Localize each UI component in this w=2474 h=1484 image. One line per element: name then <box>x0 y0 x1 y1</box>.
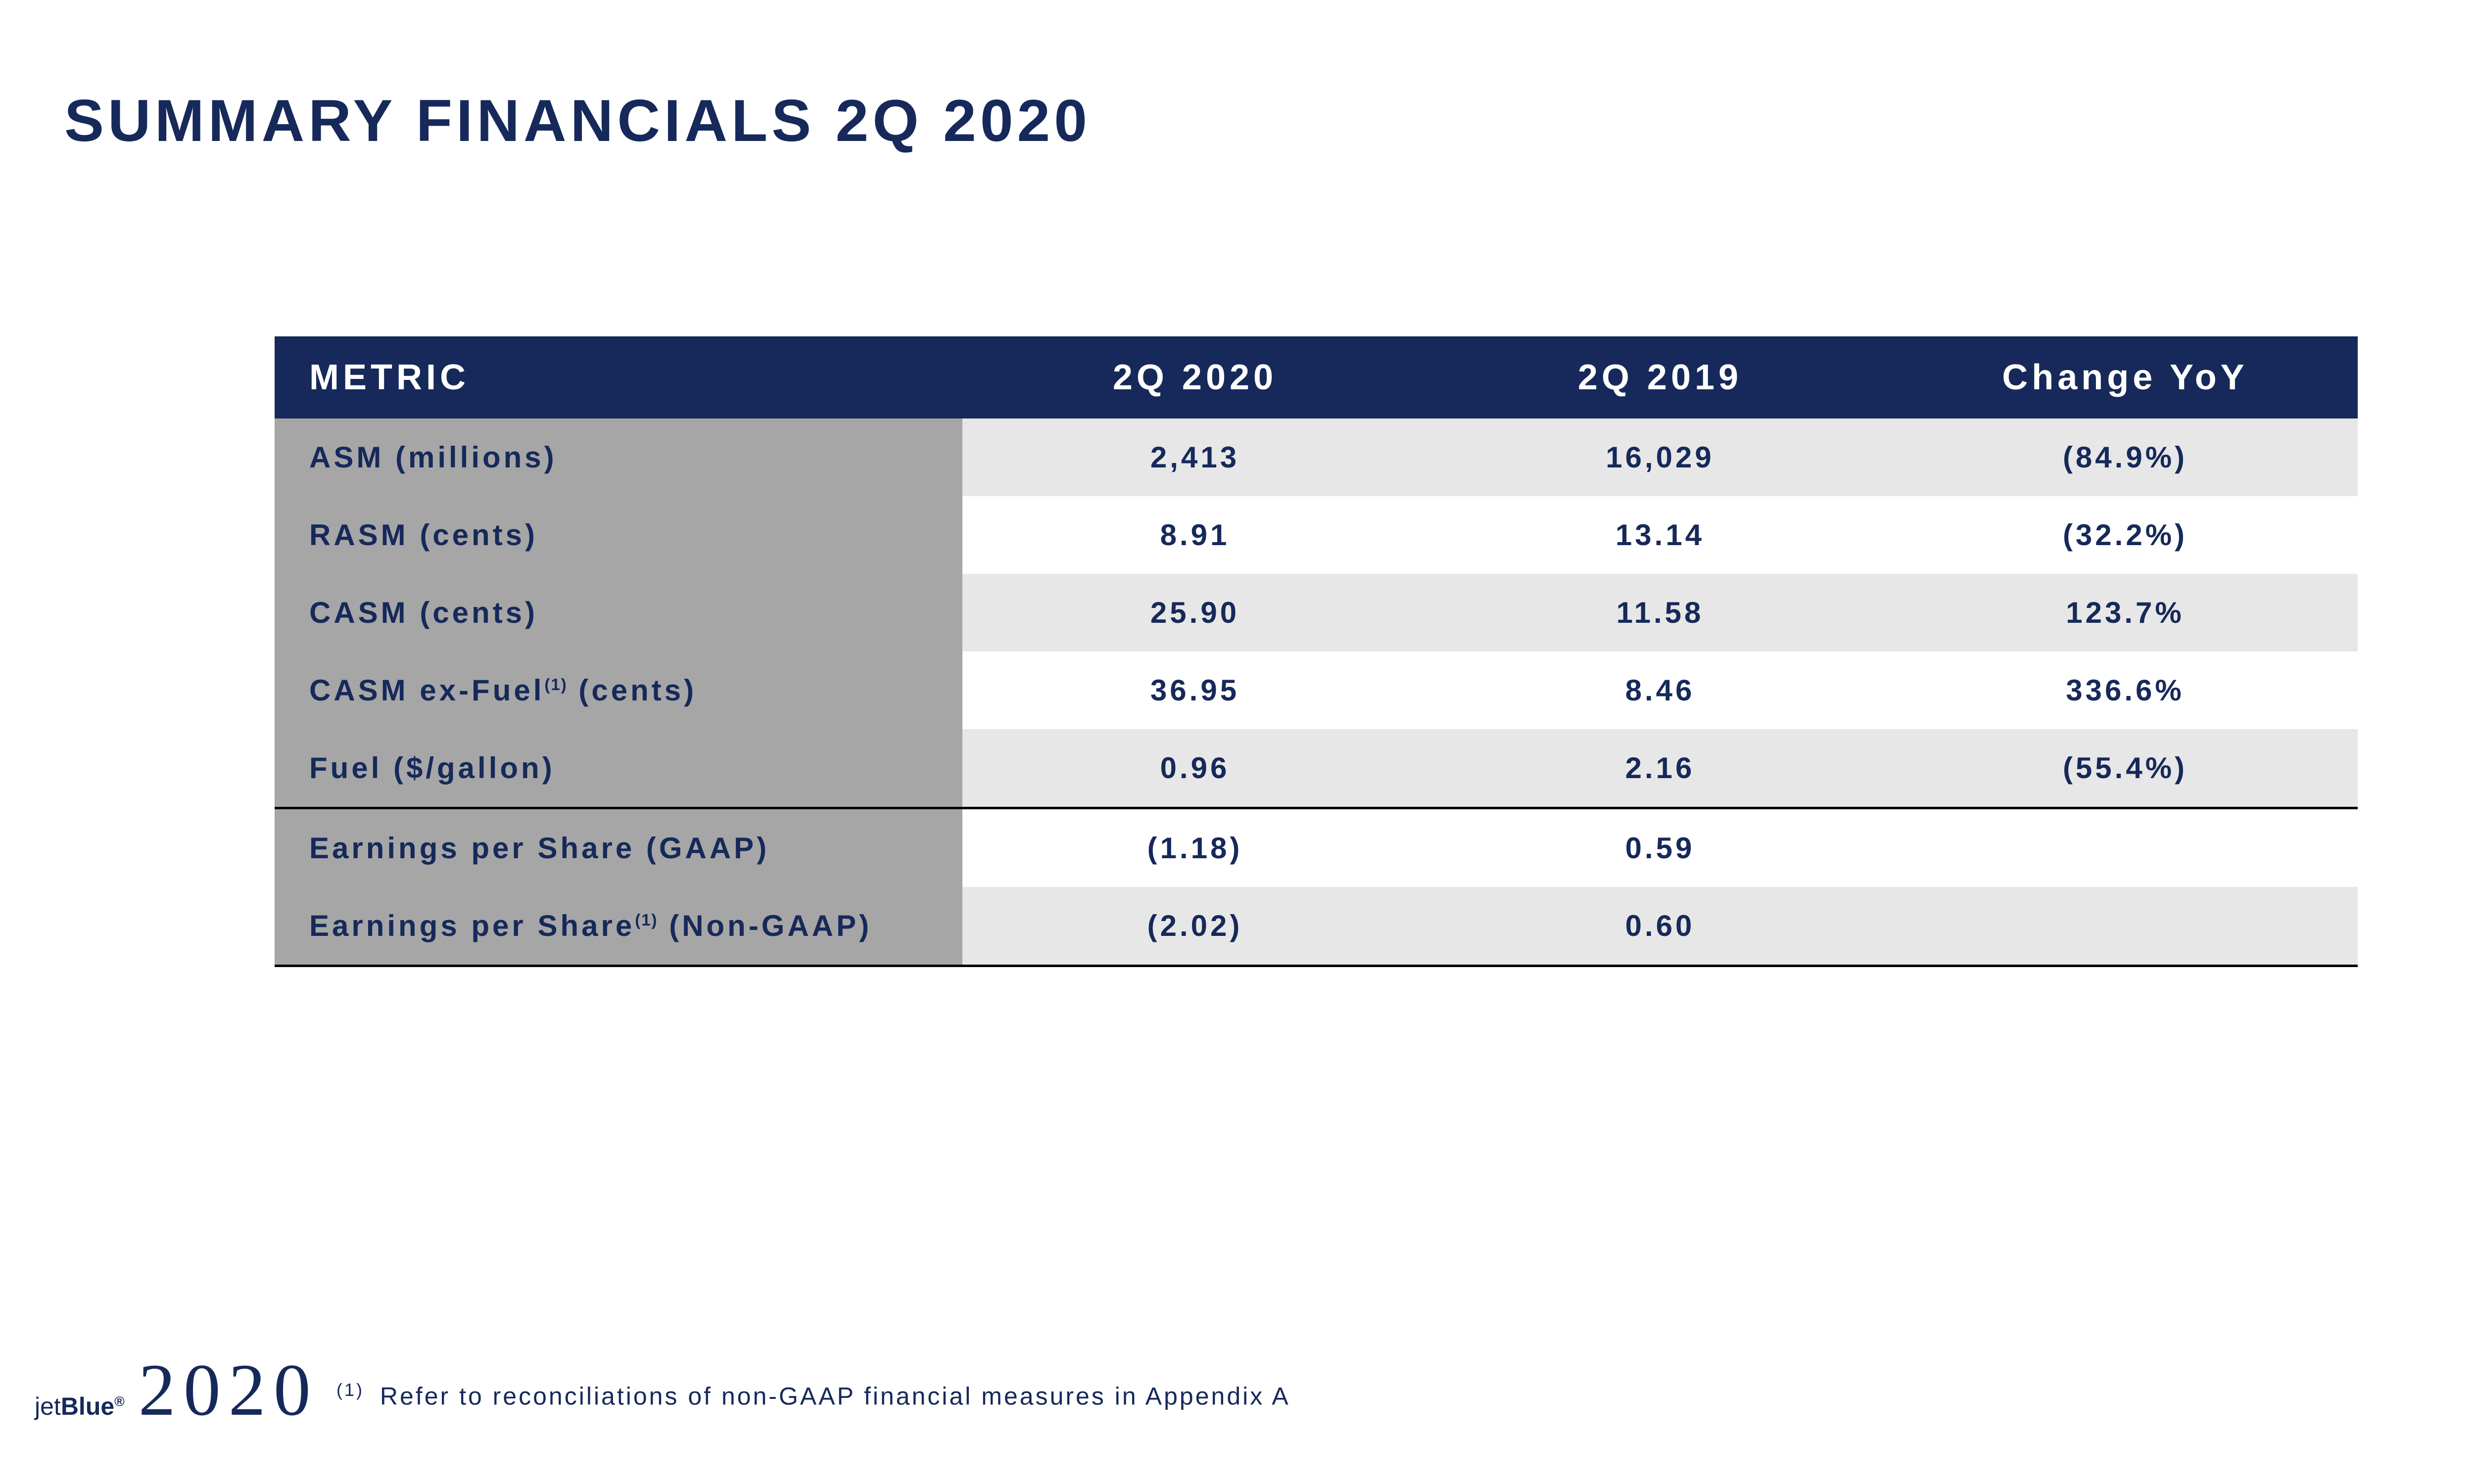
value-cell-2q2020: (1.18) <box>962 808 1427 887</box>
metric-cell: Fuel ($/gallon) <box>275 729 962 808</box>
metric-cell: CASM ex-Fuel(1) (cents) <box>275 651 962 729</box>
value-cell-2q2020: 0.96 <box>962 729 1427 808</box>
brand-year: 2020 <box>139 1353 319 1427</box>
value-cell-2q2019: 13.14 <box>1427 496 1893 574</box>
value-cell-2q2019: 0.60 <box>1427 887 1893 966</box>
value-cell-2q2019: 16,029 <box>1427 418 1893 496</box>
value-cell-2q2020: 25.90 <box>962 574 1427 651</box>
table-row: Earnings per Share (GAAP)(1.18)0.59 <box>275 808 2358 887</box>
col-header-2q2020: 2Q 2020 <box>962 336 1427 418</box>
footnote-mark: (1) <box>336 1380 364 1400</box>
metric-cell: RASM (cents) <box>275 496 962 574</box>
table-row: Fuel ($/gallon)0.962.16(55.4%) <box>275 729 2358 808</box>
table-row: ASM (millions)2,41316,029(84.9%) <box>275 418 2358 496</box>
col-header-change-yoy: Change YoY <box>1893 336 2358 418</box>
value-cell-change <box>1893 887 2358 966</box>
value-cell-change: (84.9%) <box>1893 418 2358 496</box>
col-header-2q2019: 2Q 2019 <box>1427 336 1893 418</box>
metric-cell: Earnings per Share (GAAP) <box>275 808 962 887</box>
value-cell-2q2020: 8.91 <box>962 496 1427 574</box>
jetblue-2020-logo: jetBlue® 2020 <box>35 1353 319 1427</box>
table-row: CASM (cents)25.9011.58123.7% <box>275 574 2358 651</box>
table-header-row: METRIC 2Q 2020 2Q 2019 Change YoY <box>275 336 2358 418</box>
value-cell-2q2019: 2.16 <box>1427 729 1893 808</box>
registered-mark: ® <box>114 1393 125 1409</box>
value-cell-change: (55.4%) <box>1893 729 2358 808</box>
brand-suffix: Blue <box>61 1392 114 1420</box>
brand-prefix: jet <box>35 1392 61 1420</box>
value-cell-2q2019: 8.46 <box>1427 651 1893 729</box>
table-row: RASM (cents)8.9113.14(32.2%) <box>275 496 2358 574</box>
footnote-text: Refer to reconciliations of non-GAAP fin… <box>380 1383 1290 1410</box>
table-row: CASM ex-Fuel(1) (cents)36.958.46336.6% <box>275 651 2358 729</box>
table-body: ASM (millions)2,41316,029(84.9%)RASM (ce… <box>275 418 2358 966</box>
table-row: Earnings per Share(1) (Non-GAAP)(2.02)0.… <box>275 887 2358 966</box>
footnote: (1) Refer to reconciliations of non-GAAP… <box>336 1380 1290 1411</box>
brand-wordmark: jetBlue® <box>35 1392 125 1421</box>
financials-table-container: METRIC 2Q 2020 2Q 2019 Change YoY ASM (m… <box>275 336 2358 967</box>
value-cell-2q2020: (2.02) <box>962 887 1427 966</box>
metric-cell: ASM (millions) <box>275 418 962 496</box>
page-title: SUMMARY FINANCIALS 2Q 2020 <box>64 87 1091 155</box>
value-cell-change: (32.2%) <box>1893 496 2358 574</box>
col-header-metric: METRIC <box>275 336 962 418</box>
value-cell-2q2020: 36.95 <box>962 651 1427 729</box>
value-cell-change: 336.6% <box>1893 651 2358 729</box>
value-cell-2q2020: 2,413 <box>962 418 1427 496</box>
financials-table: METRIC 2Q 2020 2Q 2019 Change YoY ASM (m… <box>275 336 2358 967</box>
value-cell-change: 123.7% <box>1893 574 2358 651</box>
value-cell-2q2019: 11.58 <box>1427 574 1893 651</box>
metric-cell: Earnings per Share(1) (Non-GAAP) <box>275 887 962 966</box>
metric-cell: CASM (cents) <box>275 574 962 651</box>
value-cell-2q2019: 0.59 <box>1427 808 1893 887</box>
value-cell-change <box>1893 808 2358 887</box>
